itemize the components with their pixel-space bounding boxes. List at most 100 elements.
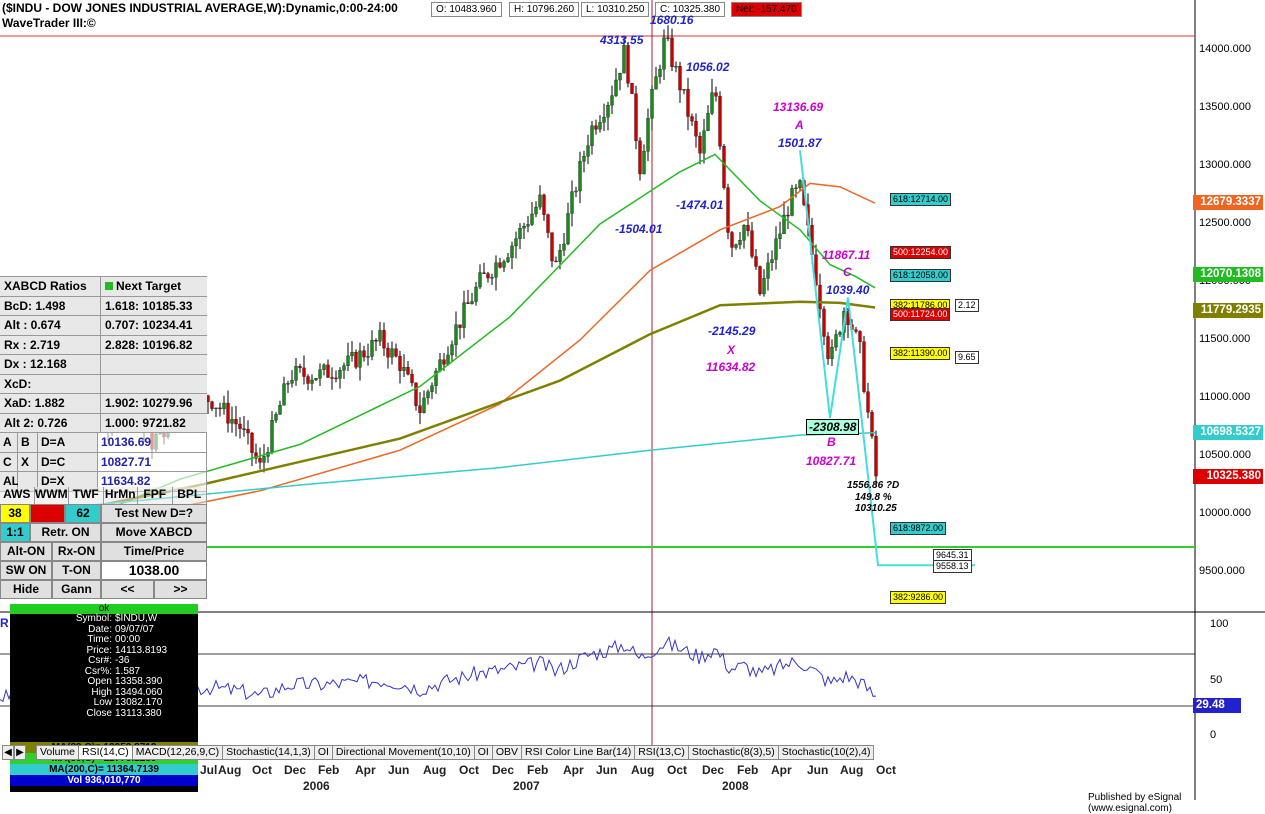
candle xyxy=(394,348,398,357)
candle xyxy=(338,370,342,379)
xabcd-strip-button[interactable]: FPF xyxy=(138,487,173,504)
candle xyxy=(862,341,866,392)
gann-button[interactable]: Gann xyxy=(52,580,101,599)
prev-button[interactable]: << xyxy=(101,580,154,599)
candle xyxy=(290,380,294,384)
alt-on-button[interactable]: Alt-ON xyxy=(0,542,52,561)
candle xyxy=(238,423,242,429)
xabcd-ratio: BcD: 1.498 xyxy=(0,296,101,315)
indicator-tab[interactable]: Stochastic(14,1,3) xyxy=(222,745,315,760)
candle xyxy=(638,140,642,175)
candle xyxy=(822,308,826,337)
indicator-tab[interactable]: Volume xyxy=(36,745,80,760)
val-62: 62 xyxy=(65,504,101,523)
indicator-tab[interactable]: RSI(13,C) xyxy=(634,745,689,760)
indicator-tab[interactable]: MACD(12,26,9,C) xyxy=(131,745,224,760)
candle xyxy=(494,262,498,278)
xabcd-strip-button[interactable]: BPL xyxy=(172,487,207,504)
indicator-tab[interactable]: OBV xyxy=(491,745,522,760)
tab-next-icon[interactable]: ▶ xyxy=(14,745,26,760)
xabcd-ratio: Rx : 2.719 xyxy=(0,335,101,354)
candle xyxy=(254,452,258,459)
candle xyxy=(562,243,566,251)
indicator-tab[interactable]: Directional Movement(10,10) xyxy=(331,745,475,760)
candle xyxy=(634,93,638,141)
candle xyxy=(430,385,434,392)
xabcd-point-button[interactable]: B xyxy=(18,433,38,452)
indicator-tab[interactable]: RSI(14,C) xyxy=(78,745,133,760)
data-window-status: ok xyxy=(10,604,198,614)
candle xyxy=(214,407,218,410)
retr-on-button[interactable]: Retr. ON xyxy=(30,523,101,542)
xabcd-point-button[interactable]: C xyxy=(0,452,18,471)
indicator-tab[interactable]: RSI Color Line Bar(14) xyxy=(521,745,636,760)
chart-annotation: 11867.11 xyxy=(822,248,871,262)
indicator-tab[interactable]: OI xyxy=(313,745,333,760)
move-xabcd-button[interactable]: Move XABCD xyxy=(101,523,207,542)
candle xyxy=(314,378,318,381)
rx-on-button[interactable]: Rx-ON xyxy=(52,542,101,561)
chart-annotation: -1504.01 xyxy=(615,222,663,236)
tab-scroll[interactable]: ◀ ▶ xyxy=(2,745,26,760)
candle xyxy=(342,365,346,371)
xabcd-target: 0.707: 10234.41 xyxy=(101,316,207,335)
chart-annotation: X xyxy=(727,343,736,357)
xabcd-point-button[interactable] xyxy=(18,472,38,491)
xabcd-point-button[interactable]: A xyxy=(0,433,18,452)
candle xyxy=(874,436,878,477)
xabcd-point-button[interactable]: D=C xyxy=(38,452,98,471)
candle xyxy=(386,347,390,358)
xabcd-panel: XABCD Ratios Next Target BcD: 1.498 1.618… xyxy=(0,276,207,492)
price-axis-label: 9500.000 xyxy=(1199,565,1245,577)
candle xyxy=(714,92,718,97)
time-price-button[interactable]: Time/Price xyxy=(101,542,207,561)
candle xyxy=(798,180,802,189)
indicator-tab[interactable]: Stochastic(8(3),5) xyxy=(687,745,779,760)
hide-button[interactable]: Hide xyxy=(0,580,52,599)
data-window: ok Symbol: $INDU,W Date: 09/07/07 Time: 00:00… xyxy=(10,604,198,792)
xabcd-point-button[interactable]: X xyxy=(18,452,38,471)
ma-line xyxy=(0,300,876,527)
ratio-1-1-button[interactable]: 1:1 xyxy=(0,523,30,542)
candle xyxy=(870,412,874,437)
time-axis-label: Apr xyxy=(355,763,376,777)
candle xyxy=(618,72,622,81)
tab-prev-icon[interactable]: ◀ xyxy=(2,745,14,760)
xabcd-strip-button[interactable]: TWF xyxy=(69,487,104,504)
t-on-button[interactable]: T-ON xyxy=(52,561,101,580)
price-input[interactable]: 1038.00 xyxy=(101,561,207,580)
chart-annotation: 149.8 % xyxy=(855,492,892,503)
price-axis-label: 11000.000 xyxy=(1199,391,1251,403)
data-value: 13494.060 xyxy=(115,686,163,698)
time-axis-label: Oct xyxy=(876,763,897,777)
rsi-axis-0: 0 xyxy=(1210,729,1217,741)
candle xyxy=(542,194,546,215)
chart-annotation: -2145.29 xyxy=(708,324,756,338)
rsi-axis-100: 100 xyxy=(1210,618,1229,630)
fib-level-box: 500:12254.00 xyxy=(890,246,952,259)
xabcd-strip-button[interactable]: HrMn xyxy=(103,487,138,504)
candle xyxy=(434,370,438,386)
time-axis-year: 2007 xyxy=(513,779,540,793)
indicator-tab[interactable]: Stochastic(10(2),4) xyxy=(777,745,875,760)
data-key: Close xyxy=(86,707,112,719)
candle xyxy=(718,96,722,147)
time-axis-label: Jun xyxy=(596,763,618,777)
sw-on-button[interactable]: SW ON xyxy=(0,561,52,580)
indicator-tab[interactable]: OI xyxy=(473,745,493,760)
candle xyxy=(318,369,322,379)
candle xyxy=(490,277,494,279)
xabcd-strip-button[interactable]: WWM xyxy=(34,487,69,504)
time-axis-label: Aug xyxy=(423,763,447,777)
test-new-d-button[interactable]: Test New D=? xyxy=(101,504,207,523)
candle xyxy=(630,83,634,94)
xabcd-header: XABCD Ratios xyxy=(0,277,101,296)
xabcd-strip-button[interactable]: AWS xyxy=(0,487,35,504)
candle xyxy=(658,69,662,77)
chart-annotation: C xyxy=(843,265,852,279)
next-button[interactable]: >> xyxy=(154,580,207,599)
xabcd-point-button[interactable]: D=A xyxy=(38,433,98,452)
xabcd-point-button[interactable]: D=X xyxy=(38,472,98,491)
candle xyxy=(858,331,862,342)
xabcd-target: 1.618: 10185.33 xyxy=(101,296,207,315)
